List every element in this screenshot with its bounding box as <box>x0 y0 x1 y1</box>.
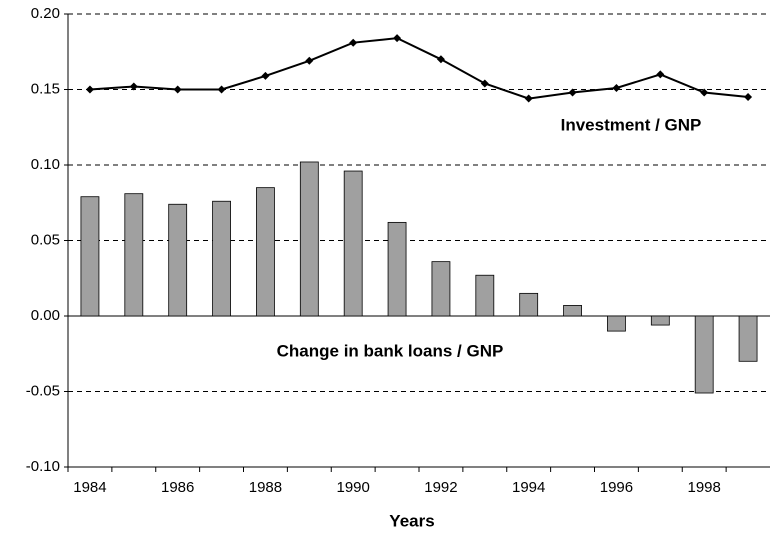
point <box>744 93 753 102</box>
point <box>305 56 314 65</box>
bar <box>738 315 758 362</box>
x-tick-label: 1996 <box>600 479 633 496</box>
bar <box>299 161 319 317</box>
point <box>480 79 489 88</box>
bar <box>124 193 144 317</box>
line <box>89 37 749 100</box>
bar <box>343 170 363 317</box>
bar <box>212 200 231 317</box>
y-tick-label: 0.10 <box>31 156 60 173</box>
bar <box>694 315 714 394</box>
x-tick-label: 1988 <box>249 479 282 496</box>
bar <box>168 203 188 317</box>
series-label: Change in bank loans / GNP <box>277 341 504 360</box>
y-tick-label: -0.10 <box>26 458 60 475</box>
x-tick-label: 1998 <box>688 479 721 496</box>
point <box>173 85 182 94</box>
bar <box>563 305 582 317</box>
x-tick-label: 1990 <box>337 479 370 496</box>
x-tick-label: 1994 <box>512 479 545 496</box>
point <box>349 38 358 47</box>
x-tick-label: 1992 <box>424 479 457 496</box>
y-tick-label: -0.05 <box>26 382 60 399</box>
bar <box>387 221 407 317</box>
point <box>85 85 94 94</box>
x-tick-label: 1986 <box>161 479 194 496</box>
point <box>524 94 533 103</box>
bar <box>607 315 626 332</box>
y-tick-label: 0.00 <box>31 307 60 324</box>
bar <box>80 196 100 317</box>
bar <box>475 274 495 317</box>
bar <box>519 292 539 317</box>
point <box>393 34 402 43</box>
point <box>129 82 138 91</box>
bar <box>650 315 670 326</box>
bar <box>431 261 451 317</box>
y-tick-label: 0.05 <box>31 231 60 248</box>
y-tick-label: 0.15 <box>31 80 60 97</box>
bar <box>256 187 275 317</box>
point <box>217 85 226 94</box>
y-tick-label: 0.20 <box>31 5 60 22</box>
x-tick-label: 1984 <box>73 479 106 496</box>
point <box>436 55 445 64</box>
point <box>568 88 577 97</box>
point <box>261 71 270 80</box>
point <box>612 83 621 92</box>
x-axis-title: Years <box>389 511 434 530</box>
point <box>700 88 709 97</box>
series-label: Investment / GNP <box>561 115 702 134</box>
point <box>656 70 665 79</box>
